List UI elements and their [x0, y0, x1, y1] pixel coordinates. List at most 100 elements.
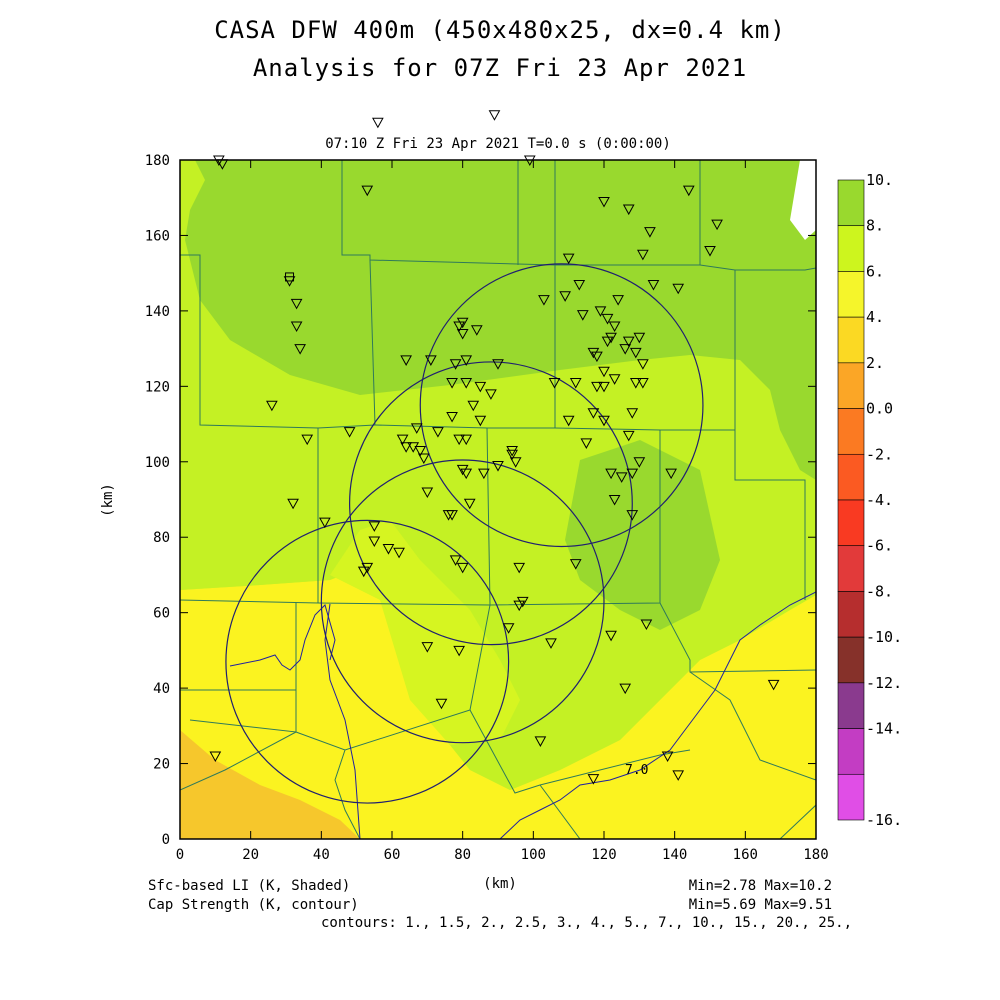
station-marker: [301, 434, 314, 446]
station-marker: [368, 536, 381, 548]
colorbar-label: 0.0: [866, 400, 893, 418]
station-marker: [612, 295, 624, 306]
station-marker: [488, 110, 501, 121]
colorbar-swatch: [837, 728, 865, 775]
station-marker: [467, 400, 480, 412]
station-marker: [506, 449, 518, 461]
station-marker: [615, 472, 628, 483]
station-marker: [633, 332, 646, 344]
station-marker: [513, 600, 526, 612]
station-marker: [605, 332, 617, 344]
contour-7: [499, 591, 816, 839]
station-marker: [672, 283, 685, 295]
station-marker: [449, 555, 462, 566]
station-marker: [587, 774, 600, 785]
station-marker: [492, 461, 504, 472]
station-marker: [591, 381, 603, 393]
cap-strength-contours: [229, 591, 816, 839]
y-tick-label: 140: [145, 304, 170, 320]
y-tick-label: 100: [145, 455, 170, 471]
x-tick-label: 140: [662, 847, 687, 863]
station-marker: [343, 427, 356, 438]
county-line: [660, 429, 806, 600]
station-marker: [460, 434, 473, 446]
x-tick-label: 80: [454, 847, 471, 863]
radar-range-ring: [419, 263, 704, 548]
station-marker: [622, 336, 635, 348]
colorbar-swatch: [837, 453, 865, 501]
station-marker: [629, 378, 642, 389]
colorbar-label: -6.: [866, 537, 893, 555]
station-marker: [509, 457, 522, 468]
colorbar: 10. 8. 6. 4. 2. 0.0 -2. -4. -6. -8. -10. -12. -14. -1…: [837, 171, 902, 829]
station-marker: [372, 117, 384, 129]
x-tick-label: 120: [591, 847, 616, 863]
colorbar-swatch: [837, 271, 865, 318]
county-line: [317, 424, 491, 606]
x-tick-label: 100: [521, 847, 546, 863]
county-line: [659, 602, 816, 673]
colorbar-label: 8.: [866, 217, 884, 235]
county-line: [689, 671, 816, 781]
colorbar-label: 2.: [866, 354, 884, 372]
x-tick-label: 40: [313, 847, 330, 863]
colorbar-label: -2.: [866, 445, 893, 463]
station-marker: [605, 630, 617, 642]
station-marker: [538, 295, 550, 306]
station-marker: [629, 347, 642, 359]
colorbar-swatch: [837, 591, 865, 638]
station-marker: [587, 347, 600, 359]
station-marker: [474, 415, 487, 427]
y-tick-label: 60: [153, 606, 170, 622]
observation-stations: [209, 110, 780, 785]
station-marker: [421, 487, 434, 498]
map-title-line1: CASA DFW 400m (450x480x25, dx=0.4 km): [214, 16, 786, 44]
station-marker: [534, 736, 547, 747]
radar-range-ring: [348, 361, 633, 646]
field-band-orange: [180, 730, 360, 839]
station-marker: [587, 408, 600, 419]
station-marker: [516, 596, 529, 608]
x-axis-label: (km): [483, 876, 517, 892]
station-marker: [400, 355, 412, 366]
station-marker: [478, 468, 490, 480]
colorbar-label: -14.: [866, 720, 902, 738]
station-marker: [382, 544, 395, 555]
y-tick-label: 40: [153, 681, 170, 697]
x-axis: 0 20 40 60 80 100 120 140 160 180: [176, 160, 829, 863]
footer-contour-label: Cap Strength (K, contour): [148, 897, 359, 913]
station-marker: [608, 374, 621, 385]
station-marker: [622, 204, 635, 216]
field-band-lime: [330, 520, 520, 745]
station-marker: [598, 366, 610, 378]
station-marker: [711, 219, 723, 231]
station-marker: [576, 310, 589, 321]
station-marker: [502, 623, 515, 634]
station-marker: [626, 408, 639, 419]
station-marker: [633, 457, 646, 468]
station-marker: [562, 253, 575, 265]
county-line: [539, 784, 581, 839]
station-marker: [601, 336, 614, 348]
station-marker: [209, 751, 222, 763]
station-marker: [608, 495, 621, 506]
station-marker: [294, 344, 306, 355]
y-tick-label: 0: [162, 832, 170, 848]
radar-range-ring: [320, 459, 605, 744]
field-band-green-south: [565, 440, 720, 630]
x-tick-label: 0: [176, 847, 184, 863]
station-marker: [548, 378, 561, 389]
y-axis: 0 20 40 60 80 100 120 140 160 180: [145, 153, 816, 848]
y-axis-label: (km): [100, 483, 116, 517]
station-marker: [287, 498, 299, 510]
station-marker: [357, 566, 370, 578]
station-marker: [361, 562, 374, 574]
station-marker: [492, 359, 504, 370]
county-line: [180, 254, 319, 604]
station-marker: [637, 378, 649, 389]
station-marker: [435, 698, 448, 710]
station-marker: [449, 359, 462, 370]
radar-range-ring: [225, 519, 510, 804]
station-marker: [640, 619, 653, 631]
station-marker: [637, 249, 649, 261]
